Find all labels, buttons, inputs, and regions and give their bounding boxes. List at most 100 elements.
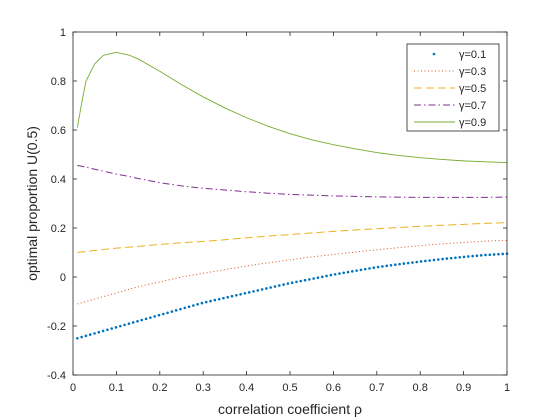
data-point <box>316 276 320 279</box>
y-axis: -0.4 -0.2 0 0.2 0.4 0.6 0.8 1 <box>47 27 507 382</box>
data-point <box>123 323 126 327</box>
legend-label: γ=0.7 <box>459 100 486 112</box>
x-tick-label: 0.7 <box>369 382 384 394</box>
data-point <box>454 256 457 260</box>
data-point <box>153 315 156 318</box>
data-point <box>136 319 139 323</box>
data-point <box>308 278 311 281</box>
data-point <box>260 288 264 291</box>
data-point <box>196 302 199 306</box>
data-point <box>419 260 423 263</box>
data-point <box>230 294 234 298</box>
x-tick-label: 0.4 <box>239 382 254 394</box>
data-point <box>424 259 427 263</box>
data-point <box>295 280 298 284</box>
data-point <box>411 261 414 264</box>
data-point <box>157 313 161 317</box>
data-point <box>140 318 144 322</box>
legend-marker <box>432 52 436 56</box>
legend-item: γ=0.5 <box>414 83 486 95</box>
data-point <box>243 292 247 295</box>
data-point <box>106 328 109 332</box>
data-point <box>269 286 272 289</box>
data-point <box>144 317 148 321</box>
data-point <box>441 257 444 261</box>
data-point <box>342 271 346 275</box>
y-tick-label: 0.4 <box>51 174 66 186</box>
x-tick-label: 0.9 <box>456 382 471 394</box>
data-point <box>432 258 436 262</box>
data-point <box>475 254 479 258</box>
series-line <box>77 222 508 253</box>
data-point <box>299 279 303 283</box>
data-point <box>488 253 492 256</box>
series-1 <box>76 252 509 340</box>
data-point <box>200 301 204 305</box>
data-point <box>320 275 324 279</box>
data-point <box>372 266 376 270</box>
data-point <box>462 255 466 259</box>
data-point <box>402 262 406 265</box>
data-point <box>398 262 401 266</box>
data-point <box>381 265 384 268</box>
data-point <box>265 287 268 290</box>
data-point <box>179 307 182 311</box>
data-point <box>376 265 380 269</box>
data-point <box>359 268 363 272</box>
data-point <box>312 277 315 280</box>
y-tick-label: 0.8 <box>51 76 66 88</box>
series-layer <box>76 51 509 340</box>
data-point <box>209 299 212 303</box>
data-point <box>222 296 225 300</box>
data-point <box>471 254 474 258</box>
data-point <box>415 260 419 264</box>
data-point <box>428 259 431 262</box>
x-tick-label: 0 <box>70 382 76 394</box>
data-point <box>325 274 328 278</box>
x-tick-label: 0.1 <box>109 382 124 394</box>
legend-item: γ=0.9 <box>414 117 486 129</box>
data-point <box>355 269 358 272</box>
data-point <box>501 252 505 256</box>
legend-item: γ=0.7 <box>414 100 486 112</box>
data-point <box>479 254 483 257</box>
data-point <box>351 270 354 273</box>
y-tick-label: -0.2 <box>47 321 66 333</box>
data-point <box>131 321 135 324</box>
data-point <box>101 329 105 333</box>
data-point <box>97 330 101 334</box>
legend-label: γ=0.1 <box>459 49 486 61</box>
data-point <box>393 263 397 267</box>
data-point <box>119 324 122 328</box>
data-point <box>213 298 217 302</box>
data-point <box>80 335 83 339</box>
data-point <box>363 267 367 271</box>
data-point <box>368 267 371 270</box>
data-point <box>235 293 238 297</box>
data-point <box>76 336 79 340</box>
legend-item: γ=0.1 <box>432 49 486 61</box>
x-tick-label: 0.8 <box>413 382 428 394</box>
data-point <box>183 306 187 310</box>
data-point <box>436 258 440 261</box>
data-point <box>174 309 178 312</box>
data-point <box>290 281 294 285</box>
data-point <box>467 255 470 258</box>
x-tick-label: 0.5 <box>282 382 297 394</box>
y-tick-label: 1 <box>60 27 66 39</box>
data-point <box>127 322 131 326</box>
series-line <box>76 51 508 164</box>
data-point <box>187 305 191 309</box>
series-5 <box>76 51 508 164</box>
data-point <box>277 284 281 287</box>
data-point <box>333 272 337 276</box>
y-tick-label: 0 <box>60 272 66 284</box>
x-tick-label: 0.2 <box>152 382 167 394</box>
data-point <box>385 264 389 268</box>
y-tick-label: 0.2 <box>51 223 66 235</box>
data-point <box>161 312 165 316</box>
data-point <box>329 273 333 277</box>
data-point <box>406 261 410 265</box>
data-point <box>492 253 496 256</box>
